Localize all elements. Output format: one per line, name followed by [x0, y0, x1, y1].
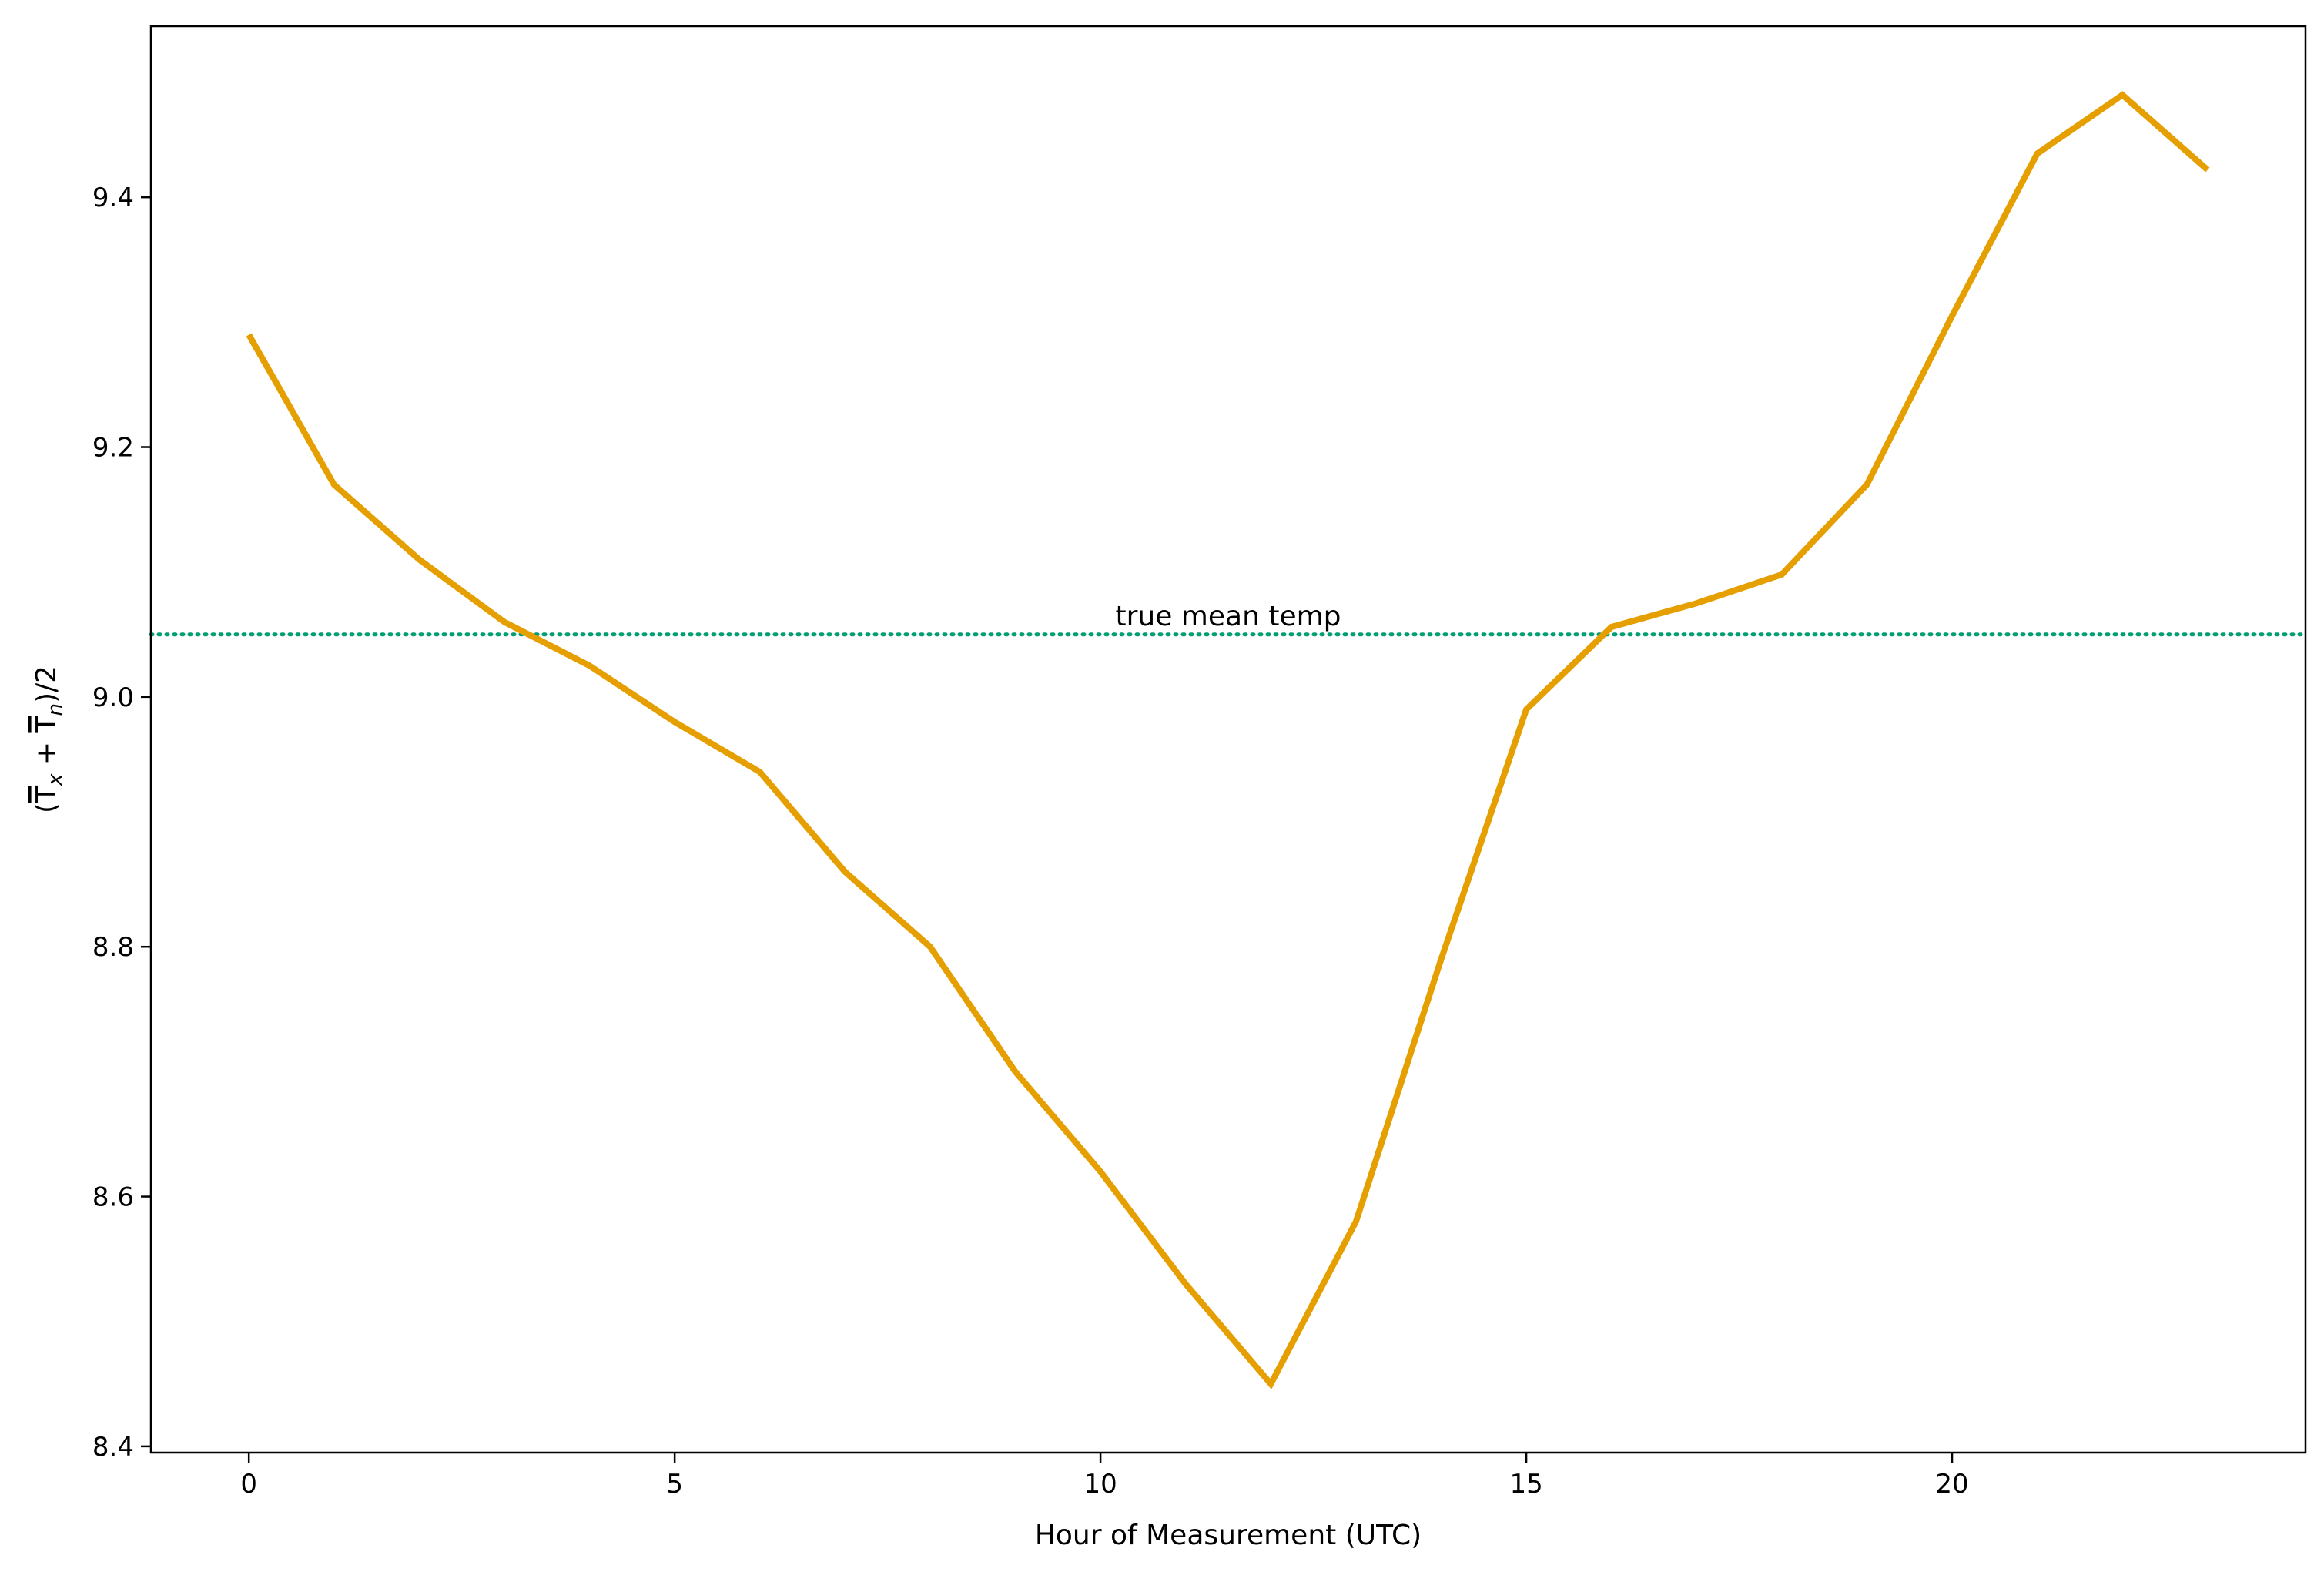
y-axis-title-close: )/2 [31, 665, 62, 703]
y-tick-label: 9.4 [92, 183, 134, 213]
y-axis: 8.4 8.6 8.8 9.0 9.2 9.4 [92, 183, 151, 1463]
plot-frame [149, 25, 2307, 1454]
y-axis-title-plus: + [31, 733, 62, 774]
y-axis-title-sub-n: n [44, 703, 67, 716]
x-tick-label: 0 [240, 1469, 257, 1500]
x-tick-label: 5 [666, 1469, 683, 1500]
y-tick-label: 9.2 [92, 433, 134, 464]
y-axis-title-t-max: T [31, 785, 62, 803]
x-tick-label: 15 [1509, 1469, 1542, 1500]
series-layer [246, 91, 2210, 1389]
y-tick-label: 9.0 [92, 682, 134, 713]
x-tick-label: 20 [1935, 1469, 1968, 1500]
y-axis-title-open: ( [31, 803, 62, 813]
x-axis-title: Hour of Measurement (UTC) [1035, 1520, 1422, 1551]
y-tick-label: 8.6 [92, 1182, 134, 1213]
y-tick-label: 8.4 [92, 1432, 134, 1463]
y-tick-label: 8.8 [92, 932, 134, 963]
annotation-true-mean-temp: true mean temp [1115, 601, 1341, 632]
y-axis-title: (Tx + Tn)/2 [31, 665, 67, 813]
y-axis-title-sub-x: x [44, 773, 67, 786]
y-axis-title-t-min: T [31, 716, 62, 734]
x-axis: 0 5 10 15 20 [240, 1453, 1969, 1500]
plot-area [151, 26, 2306, 1453]
x-tick-label: 10 [1083, 1469, 1117, 1500]
series-line-0 [246, 91, 2210, 1389]
